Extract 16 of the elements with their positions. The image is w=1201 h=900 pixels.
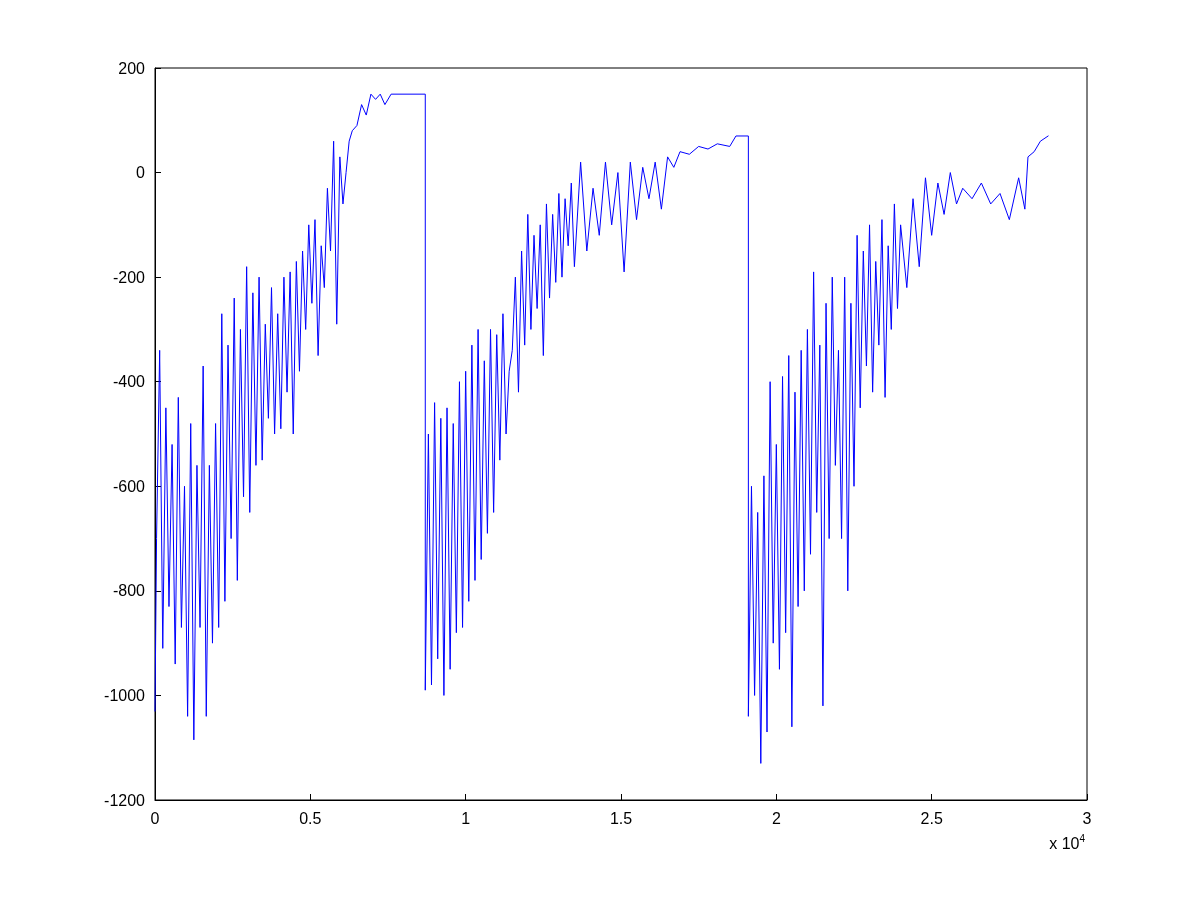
y-tick-label: -1000 <box>104 686 146 704</box>
y-tick-label: -600 <box>112 477 146 495</box>
y-tick-label: 200 <box>118 59 146 77</box>
x-tick-label: 2 <box>771 809 781 827</box>
y-tick-label: -400 <box>112 373 146 391</box>
y-tick-label: -200 <box>112 268 146 286</box>
line-series <box>154 93 1049 764</box>
x-tick-label: 1 <box>461 809 471 827</box>
y-tick-label: -800 <box>112 582 146 600</box>
x-tick-label: 2.5 <box>920 809 943 827</box>
x-tick-label: 3 <box>1082 809 1092 827</box>
x-tick-label: 0.5 <box>299 809 322 827</box>
y-tick-label: 0 <box>136 164 146 182</box>
x-tick-label: 0 <box>150 809 160 827</box>
x-tick-label: 1.5 <box>609 809 633 827</box>
y-tick-label: -1200 <box>104 791 146 809</box>
